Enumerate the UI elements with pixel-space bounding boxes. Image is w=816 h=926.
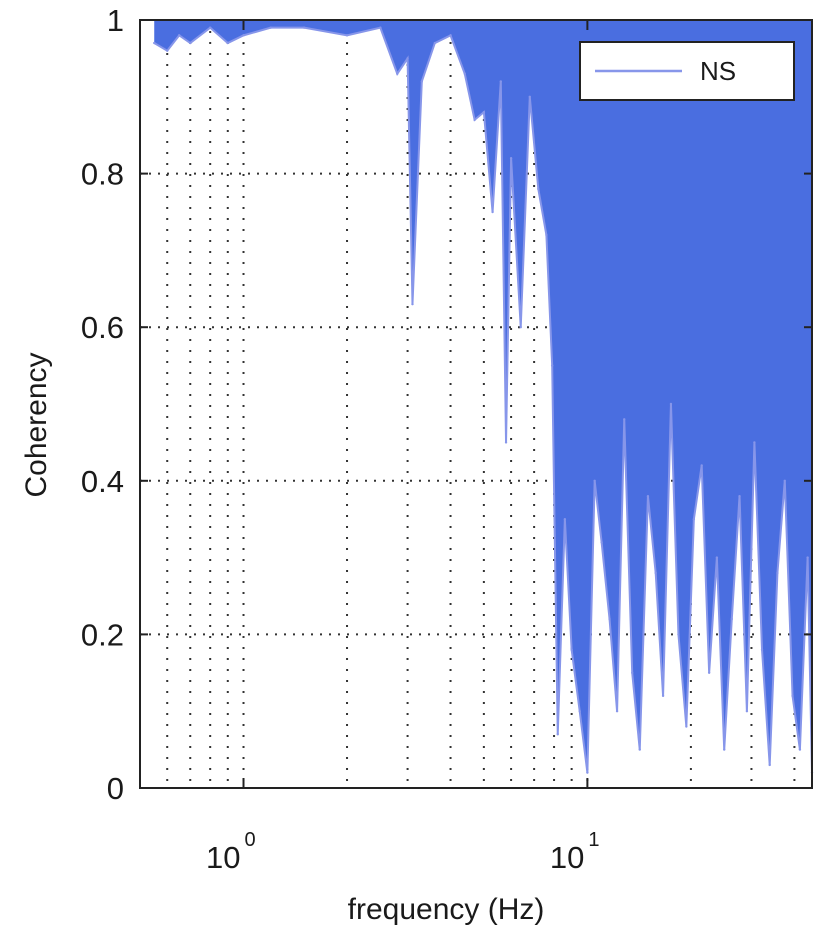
legend: NS xyxy=(579,41,795,101)
series-ns-fill xyxy=(154,20,812,773)
data-point xyxy=(482,110,486,114)
data-point xyxy=(646,494,650,498)
legend-label-ns: NS xyxy=(700,56,736,86)
data-point xyxy=(519,326,522,329)
data-point xyxy=(411,302,414,306)
data-point xyxy=(677,633,680,636)
x-tick-label: 10 xyxy=(206,840,240,875)
data-point xyxy=(638,748,641,751)
data-point xyxy=(504,441,508,444)
data-point xyxy=(499,80,502,83)
x-tick-exponent: 1 xyxy=(588,829,599,851)
data-point xyxy=(556,733,559,736)
data-point xyxy=(379,26,382,29)
data-point xyxy=(776,571,779,575)
data-point xyxy=(685,725,688,728)
y-tick-label: 0.8 xyxy=(81,157,124,192)
data-point xyxy=(189,41,192,45)
data-point xyxy=(608,617,611,621)
data-point xyxy=(615,710,619,713)
data-point xyxy=(269,26,272,29)
data-point xyxy=(760,648,764,651)
data-point xyxy=(798,748,802,751)
data-point xyxy=(715,556,719,559)
data-point xyxy=(166,49,169,52)
y-axis-ticks: 0 0.2 0.4 0.6 0.8 1 xyxy=(81,3,812,806)
data-point xyxy=(550,364,554,367)
data-point xyxy=(600,541,603,544)
data-point xyxy=(692,518,696,521)
y-tick-label: 0.6 xyxy=(81,310,124,345)
data-point xyxy=(242,34,245,37)
data-point xyxy=(537,187,540,191)
data-point xyxy=(623,418,626,421)
data-point xyxy=(791,694,794,698)
y-tick-label: 1 xyxy=(107,3,124,38)
data-point xyxy=(669,402,673,406)
data-point xyxy=(745,710,749,713)
data-point xyxy=(406,57,409,60)
data-point xyxy=(783,479,786,482)
data-point xyxy=(433,41,437,45)
data-point xyxy=(177,34,181,37)
data-point xyxy=(463,72,466,75)
data-point xyxy=(738,494,741,498)
y-tick-label: 0.4 xyxy=(81,464,124,499)
data-point xyxy=(578,710,581,713)
data-point xyxy=(806,556,809,559)
data-point xyxy=(700,464,703,467)
y-axis-title: Coherency xyxy=(20,352,53,497)
data-point xyxy=(208,26,212,29)
data-point xyxy=(473,118,476,122)
data-point xyxy=(570,648,573,651)
x-tick-label: 10 xyxy=(550,840,584,875)
x-axis-title: frequency (Hz) xyxy=(348,893,545,926)
data-point xyxy=(654,571,657,575)
x-tick-exponent: 0 xyxy=(245,829,256,851)
data-point xyxy=(563,518,567,521)
x-axis-ticks: 10 0 10 1 xyxy=(206,20,600,875)
data-point xyxy=(491,210,494,214)
data-point xyxy=(345,34,349,37)
data-point xyxy=(753,441,756,444)
data-point xyxy=(768,763,771,767)
data-point xyxy=(593,479,596,482)
y-tick-label: 0.2 xyxy=(81,617,124,652)
data-point xyxy=(630,671,634,674)
data-point xyxy=(723,748,726,751)
data-point xyxy=(730,617,733,621)
data-point xyxy=(420,80,424,83)
data-point xyxy=(396,72,399,75)
data-point xyxy=(661,694,665,698)
data-point xyxy=(545,233,548,237)
data-point xyxy=(302,26,306,29)
data-point xyxy=(586,771,589,774)
data-point xyxy=(509,157,513,160)
data-point xyxy=(153,41,156,45)
data-point xyxy=(528,95,531,99)
y-tick-label: 0 xyxy=(107,771,124,806)
series-ns-line xyxy=(153,26,813,773)
data-point xyxy=(707,671,711,674)
series-ns xyxy=(153,20,814,774)
data-point xyxy=(226,41,229,45)
plot-frame xyxy=(139,19,813,789)
data-point xyxy=(449,34,452,37)
